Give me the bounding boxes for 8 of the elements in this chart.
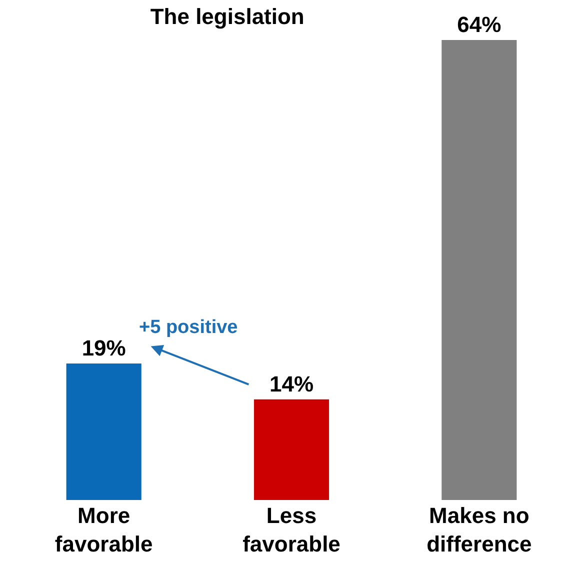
annotation: +5 positive: [139, 317, 238, 338]
x-tick-label: More favorable: [54, 503, 153, 557]
x-tick-label: Makes no difference: [426, 503, 532, 557]
data-label: 14%: [269, 371, 314, 396]
data-label: 19%: [82, 335, 126, 360]
data-label: 64%: [457, 12, 502, 37]
x-tick-label: Less favorable: [242, 503, 340, 557]
chart-title: The legislation: [150, 4, 304, 30]
